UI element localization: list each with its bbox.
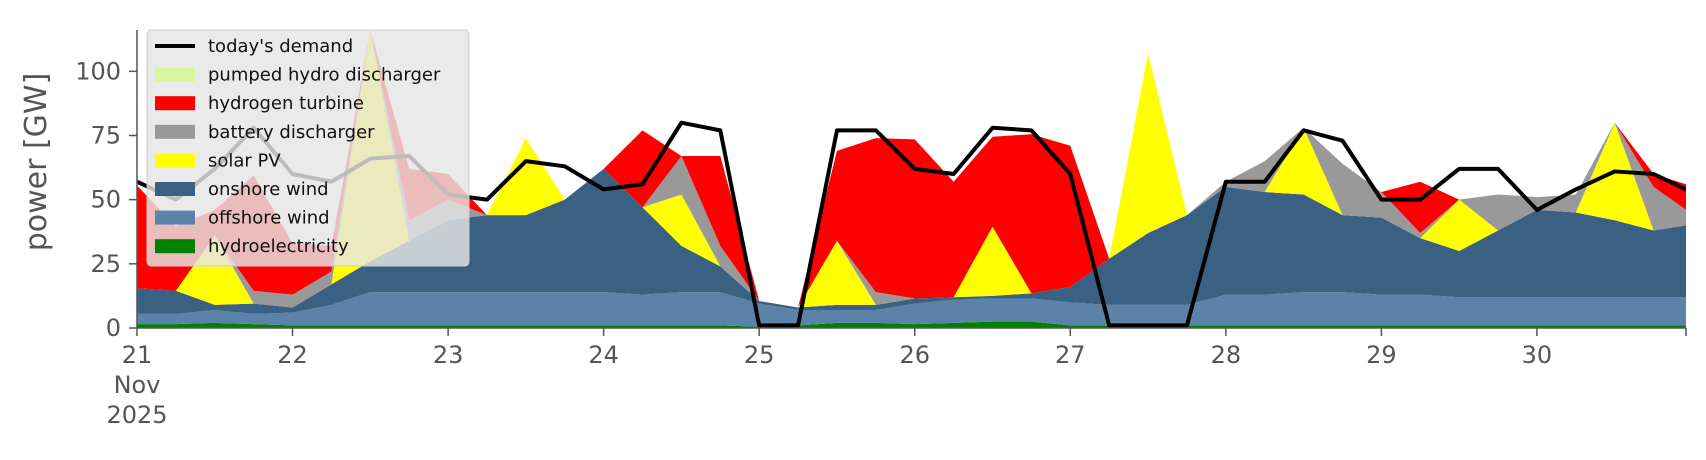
y-tick-label: 0: [106, 314, 121, 342]
legend: today's demand pumped hydro discharger hyd…: [146, 29, 470, 267]
legend-box: [146, 29, 470, 267]
y-tick-label: 50: [90, 186, 121, 214]
x-tick-label: 23: [433, 341, 464, 369]
legend-label-hydroelectricity: hydroelectricity: [208, 236, 349, 257]
x-tick-label: 25: [744, 341, 775, 369]
y-tick-label: 75: [90, 122, 121, 150]
legend-swatch-onshore-wind: [155, 182, 195, 196]
legend-label-today-s-demand: today's demand: [208, 36, 353, 57]
legend-swatch-hydroelectricity: [155, 239, 195, 254]
x-tick-month: Nov: [114, 371, 161, 399]
y-axis-label: power [GW]: [19, 73, 54, 252]
stacked-areas: [137, 30, 1686, 328]
y-tick-label: 100: [75, 57, 121, 85]
x-tick-label: 29: [1366, 341, 1397, 369]
x-tick-label: 28: [1211, 341, 1242, 369]
legend-swatch-offshore-wind: [155, 210, 195, 225]
x-tick-label: 30: [1522, 341, 1553, 369]
legend-swatch-hydrogen-turbine: [155, 96, 195, 111]
x-tick-label: 26: [899, 341, 930, 369]
legend-label-offshore-wind: offshore wind: [208, 208, 330, 229]
legend-swatch-battery-discharger: [155, 124, 195, 139]
legend-label-pumped-hydro-discharger: pumped hydro discharger: [208, 65, 441, 86]
x-tick-label: 21: [122, 341, 153, 369]
legend-label-onshore-wind: onshore wind: [208, 179, 329, 200]
area-hydrogen-turbine: [137, 30, 1686, 308]
legend-label-battery-discharger: battery discharger: [208, 122, 375, 143]
y-tick-label: 25: [90, 250, 121, 278]
area-onshore-wind: [137, 168, 1686, 314]
legend-label-hydrogen-turbine: hydrogen turbine: [208, 93, 364, 114]
legend-swatch-pumped-hydro-discharger: [155, 67, 195, 82]
x-tick-label: 22: [277, 341, 308, 369]
area-hydroelectricity: [137, 321, 1686, 328]
x-tick-year: 2025: [106, 401, 167, 429]
area-offshore-wind: [137, 292, 1686, 327]
legend-label-solar-pv: solar PV: [208, 150, 281, 171]
x-tick-label: 27: [1055, 341, 1086, 369]
x-tick-label: 24: [588, 341, 619, 369]
legend-swatch-solar-pv: [155, 153, 195, 168]
